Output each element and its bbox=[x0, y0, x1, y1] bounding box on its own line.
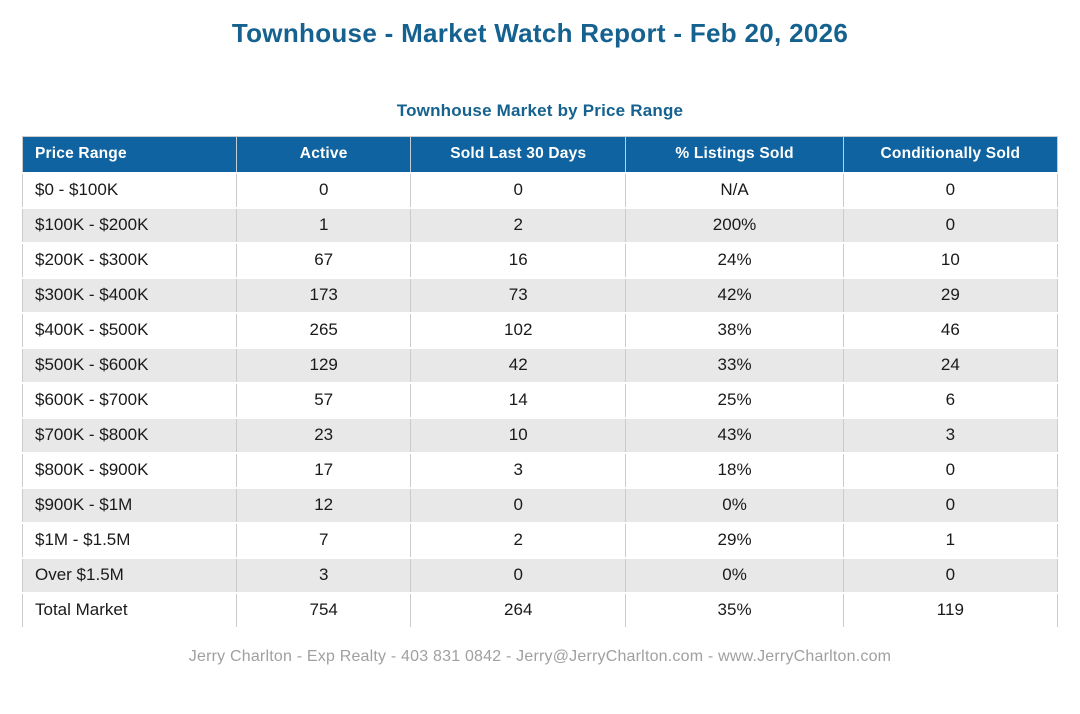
cell-active: 12 bbox=[236, 487, 412, 524]
cell-conditionally-sold: 46 bbox=[843, 312, 1058, 349]
column-header-listings-sold: % Listings Sold bbox=[625, 136, 844, 174]
table-row-total-market: Total Market 754 264 35% 119 bbox=[22, 592, 1058, 629]
cell-listings-sold: 200% bbox=[625, 207, 844, 244]
cell-sold-last-30-days: 14 bbox=[410, 382, 627, 419]
cell-price-range: $900K - $1M bbox=[22, 487, 238, 524]
cell-conditionally-sold: 6 bbox=[843, 382, 1058, 419]
cell-conditionally-sold: 0 bbox=[843, 172, 1058, 209]
table-row-600k-700k: $600K - $700K 57 14 25% 6 bbox=[22, 382, 1058, 419]
table-row-800k-900k: $800K - $900K 17 3 18% 0 bbox=[22, 452, 1058, 489]
cell-price-range: $600K - $700K bbox=[22, 382, 238, 419]
cell-sold-last-30-days: 0 bbox=[410, 172, 627, 209]
cell-active: 129 bbox=[236, 347, 412, 384]
table-row-900k-1m: $900K - $1M 12 0 0% 0 bbox=[22, 487, 1058, 524]
cell-listings-sold: N/A bbox=[625, 172, 844, 209]
cell-listings-sold: 29% bbox=[625, 522, 844, 559]
cell-sold-last-30-days: 73 bbox=[410, 277, 627, 314]
cell-price-range: $700K - $800K bbox=[22, 417, 238, 454]
column-header-sold-last-30-days: Sold Last 30 Days bbox=[410, 136, 627, 174]
cell-active: 57 bbox=[236, 382, 412, 419]
cell-active: 7 bbox=[236, 522, 412, 559]
cell-conditionally-sold: 0 bbox=[843, 487, 1058, 524]
table-row-100k-200k: $100K - $200K 1 2 200% 0 bbox=[22, 207, 1058, 244]
cell-sold-last-30-days: 16 bbox=[410, 242, 627, 279]
table-row-200k-300k: $200K - $300K 67 16 24% 10 bbox=[22, 242, 1058, 279]
cell-listings-sold: 18% bbox=[625, 452, 844, 489]
cell-price-range: $400K - $500K bbox=[22, 312, 238, 349]
table-row-1m-1-5m: $1M - $1.5M 7 2 29% 1 bbox=[22, 522, 1058, 559]
cell-listings-sold: 24% bbox=[625, 242, 844, 279]
cell-listings-sold: 0% bbox=[625, 487, 844, 524]
cell-conditionally-sold: 0 bbox=[843, 452, 1058, 489]
cell-price-range: $1M - $1.5M bbox=[22, 522, 238, 559]
table-row-0-100k: $0 - $100K 0 0 N/A 0 bbox=[22, 172, 1058, 209]
cell-price-range: $500K - $600K bbox=[22, 347, 238, 384]
cell-sold-last-30-days: 0 bbox=[410, 557, 627, 594]
cell-price-range: Over $1.5M bbox=[22, 557, 238, 594]
cell-conditionally-sold: 119 bbox=[843, 592, 1058, 629]
cell-price-range: Total Market bbox=[22, 592, 238, 629]
cell-conditionally-sold: 10 bbox=[843, 242, 1058, 279]
cell-listings-sold: 38% bbox=[625, 312, 844, 349]
page-title: Townhouse - Market Watch Report - Feb 20… bbox=[231, 18, 849, 48]
cell-active: 0 bbox=[236, 172, 412, 209]
cell-listings-sold: 0% bbox=[625, 557, 844, 594]
column-header-price-range: Price Range bbox=[22, 136, 238, 174]
footer-contact: Jerry Charlton - Exp Realty - 403 831 08… bbox=[188, 647, 892, 665]
cell-conditionally-sold: 1 bbox=[843, 522, 1058, 559]
table-title: Townhouse Market by Price Range bbox=[396, 101, 684, 120]
table-row-300k-400k: $300K - $400K 173 73 42% 29 bbox=[22, 277, 1058, 314]
cell-price-range: $800K - $900K bbox=[22, 452, 238, 489]
cell-price-range: $200K - $300K bbox=[22, 242, 238, 279]
cell-listings-sold: 33% bbox=[625, 347, 844, 384]
cell-listings-sold: 35% bbox=[625, 592, 844, 629]
cell-price-range: $300K - $400K bbox=[22, 277, 238, 314]
cell-active: 3 bbox=[236, 557, 412, 594]
market-table-header-row: Price Range Active Sold Last 30 Days% List… bbox=[22, 136, 1058, 174]
table-row-400k-500k: $400K - $500K 265 102 38% 46 bbox=[22, 312, 1058, 349]
cell-sold-last-30-days: 102 bbox=[410, 312, 627, 349]
cell-sold-last-30-days: 264 bbox=[410, 592, 627, 629]
cell-conditionally-sold: 29 bbox=[843, 277, 1058, 314]
cell-listings-sold: 42% bbox=[625, 277, 844, 314]
cell-conditionally-sold: 3 bbox=[843, 417, 1058, 454]
cell-sold-last-30-days: 2 bbox=[410, 522, 627, 559]
cell-sold-last-30-days: 42 bbox=[410, 347, 627, 384]
cell-conditionally-sold: 24 bbox=[843, 347, 1058, 384]
cell-active: 754 bbox=[236, 592, 412, 629]
cell-active: 23 bbox=[236, 417, 412, 454]
cell-conditionally-sold: 0 bbox=[843, 557, 1058, 594]
cell-price-range: $100K - $200K bbox=[22, 207, 238, 244]
cell-active: 1 bbox=[236, 207, 412, 244]
cell-sold-last-30-days: 10 bbox=[410, 417, 627, 454]
table-row-over-1-5m: Over $1.5M 3 0 0% 0 bbox=[22, 557, 1058, 594]
cell-active: 67 bbox=[236, 242, 412, 279]
cell-active: 17 bbox=[236, 452, 412, 489]
table-row-500k-600k: $500K - $600K 129 42 33% 24 bbox=[22, 347, 1058, 384]
column-header-conditionally-sold: Conditionally Sold bbox=[843, 136, 1058, 174]
cell-listings-sold: 43% bbox=[625, 417, 844, 454]
cell-sold-last-30-days: 2 bbox=[410, 207, 627, 244]
cell-sold-last-30-days: 0 bbox=[410, 487, 627, 524]
cell-listings-sold: 25% bbox=[625, 382, 844, 419]
market-table: Price Range Active Sold Last 30 Days% List… bbox=[22, 136, 1058, 629]
table-row-700k-800k: $700K - $800K 23 10 43% 3 bbox=[22, 417, 1058, 454]
cell-sold-last-30-days: 3 bbox=[410, 452, 627, 489]
cell-price-range: $0 - $100K bbox=[22, 172, 238, 209]
cell-conditionally-sold: 0 bbox=[843, 207, 1058, 244]
column-header-active: Active bbox=[236, 136, 412, 174]
cell-active: 173 bbox=[236, 277, 412, 314]
cell-active: 265 bbox=[236, 312, 412, 349]
